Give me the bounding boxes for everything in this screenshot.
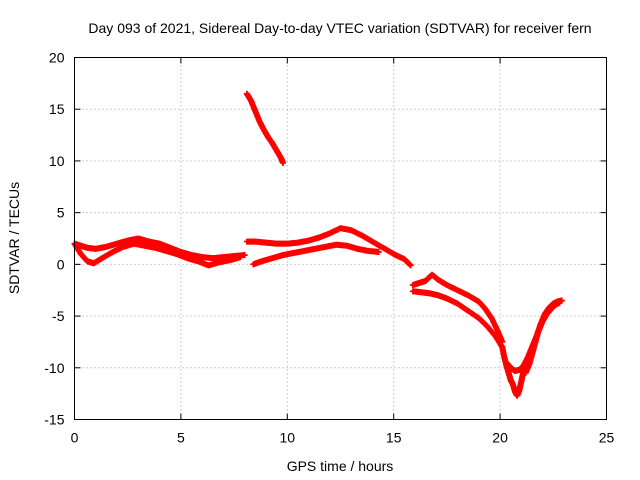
data-point (280, 159, 287, 166)
y-tick-label: 10 (49, 153, 65, 169)
series-trace-late-lower (409, 288, 506, 351)
data-point (237, 254, 244, 261)
x-tick-label: 10 (280, 430, 296, 446)
y-tick-label: -15 (44, 412, 64, 428)
data-points-layer (71, 90, 565, 399)
y-tick-label: 20 (49, 50, 65, 66)
chart-title: Day 093 of 2021, Sidereal Day-to-day VTE… (88, 20, 591, 36)
y-tick-label: -10 (44, 360, 64, 376)
x-tick-label: 25 (599, 430, 615, 446)
series-trace-early-lower (71, 240, 244, 269)
y-tick-label: -5 (52, 308, 65, 324)
data-point (407, 262, 414, 269)
data-point (556, 299, 563, 306)
series-trace-mid-lower (250, 241, 382, 268)
plot-frame (74, 57, 607, 420)
y-tick-label: 0 (57, 256, 65, 272)
series-trace-mid-upper (243, 225, 414, 269)
x-tick-label: 0 (71, 430, 79, 446)
series-trace-recovery-lower (522, 299, 563, 376)
series-trace-late-upper (409, 271, 506, 345)
y-tick-label: 5 (57, 205, 65, 221)
tick-layer: 0 5 10 15 20 25 -15 -10 -5 0 5 10 15 20 (44, 50, 614, 446)
data-point (375, 248, 382, 255)
y-axis-title: SDTVAR / TECUs (6, 182, 22, 294)
y-tick-label: 15 (49, 101, 65, 117)
x-tick-label: 15 (386, 430, 402, 446)
series-trace-steep-high (243, 90, 287, 166)
x-axis-title: GPS time / hours (287, 458, 394, 474)
x-tick-label: 20 (492, 430, 508, 446)
grid-layer (74, 57, 607, 420)
data-point (241, 252, 248, 259)
x-tick-label: 5 (177, 430, 185, 446)
